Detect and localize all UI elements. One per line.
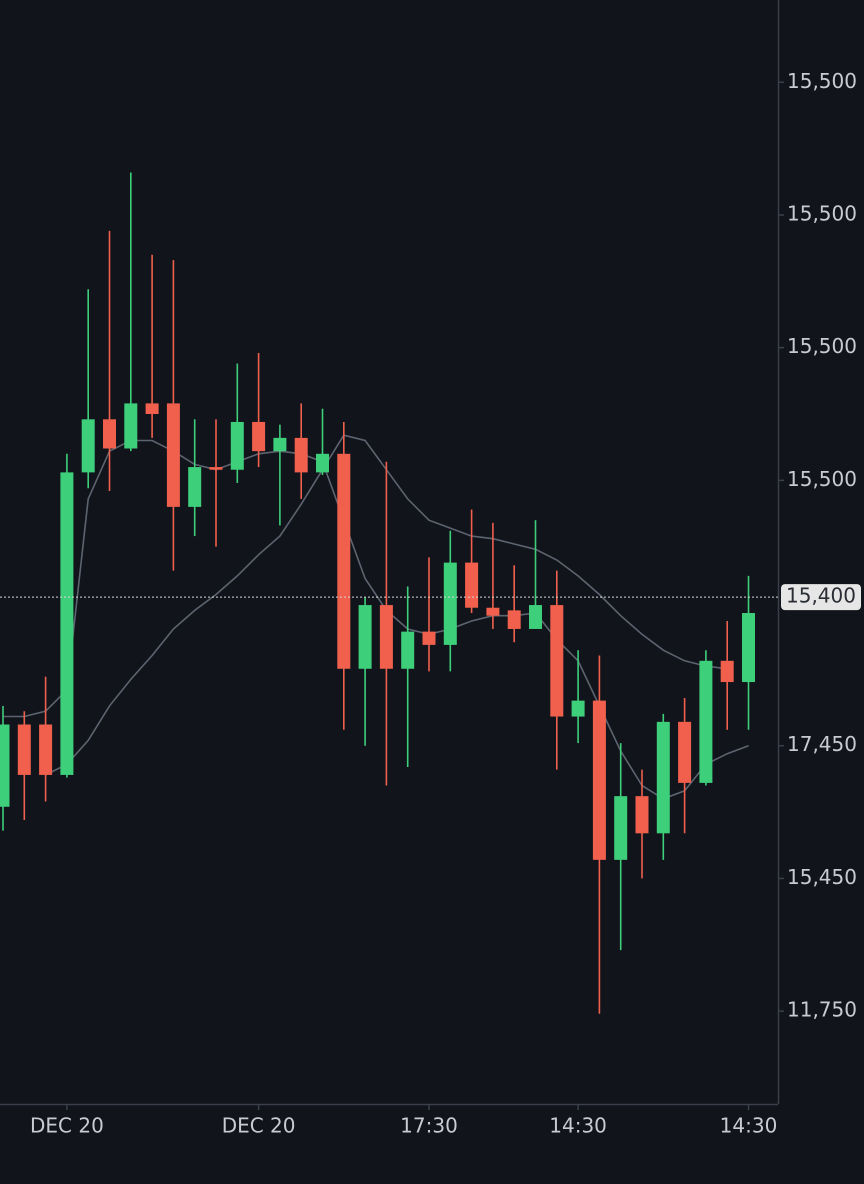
candle-body <box>209 467 223 470</box>
candle-body <box>635 796 649 834</box>
candle-body <box>486 607 500 616</box>
candle-body <box>103 419 116 449</box>
candle-body <box>230 421 244 470</box>
candle-body <box>465 562 479 608</box>
candle-body <box>316 453 329 473</box>
candle-body <box>81 419 95 473</box>
candle-body <box>166 403 180 507</box>
y-tick-label: 15,500 <box>787 467 857 491</box>
candle-body <box>0 724 10 807</box>
candle-body <box>550 605 564 717</box>
candle-body <box>678 721 692 783</box>
candle-body <box>358 605 372 669</box>
candle-body <box>273 437 287 452</box>
price-label-box <box>781 584 861 611</box>
y-tick-label: 17,450 <box>787 732 857 756</box>
candle-body <box>699 660 713 783</box>
candle-body <box>422 631 436 645</box>
y-tick-label: 15,500 <box>787 69 857 93</box>
candle-body <box>294 437 308 473</box>
candle-body <box>507 610 521 629</box>
x-tick-label: 14:30 <box>720 1114 778 1138</box>
candle-body <box>720 660 734 683</box>
candle-body <box>17 724 31 775</box>
candle-body <box>401 631 415 669</box>
candle-body <box>614 796 628 860</box>
candle-body <box>656 721 670 834</box>
x-tick-label: 17:30 <box>400 1114 458 1138</box>
candle-body <box>529 605 542 629</box>
y-tick-label: 15,500 <box>787 201 857 225</box>
candle-body <box>571 700 585 717</box>
candle-body <box>443 562 457 645</box>
candle-body <box>145 403 159 414</box>
x-tick-label: DEC 20 <box>222 1114 296 1138</box>
candle-body <box>252 421 266 452</box>
x-tick-label: DEC 20 <box>30 1114 104 1138</box>
candle-body <box>188 467 202 507</box>
candle-body <box>337 453 351 669</box>
y-tick-label: 11,750 <box>787 998 857 1022</box>
x-tick-label: 14:30 <box>549 1114 607 1138</box>
price-label: 15,400 <box>786 584 856 608</box>
candle-body <box>124 403 138 449</box>
candle-body <box>39 724 53 775</box>
candle-body <box>379 605 393 669</box>
y-tick-label: 15,450 <box>787 865 857 889</box>
y-tick-label: 15,500 <box>787 334 857 358</box>
candle-body <box>742 613 755 683</box>
candle-body <box>60 472 74 775</box>
candle-body <box>592 700 606 860</box>
